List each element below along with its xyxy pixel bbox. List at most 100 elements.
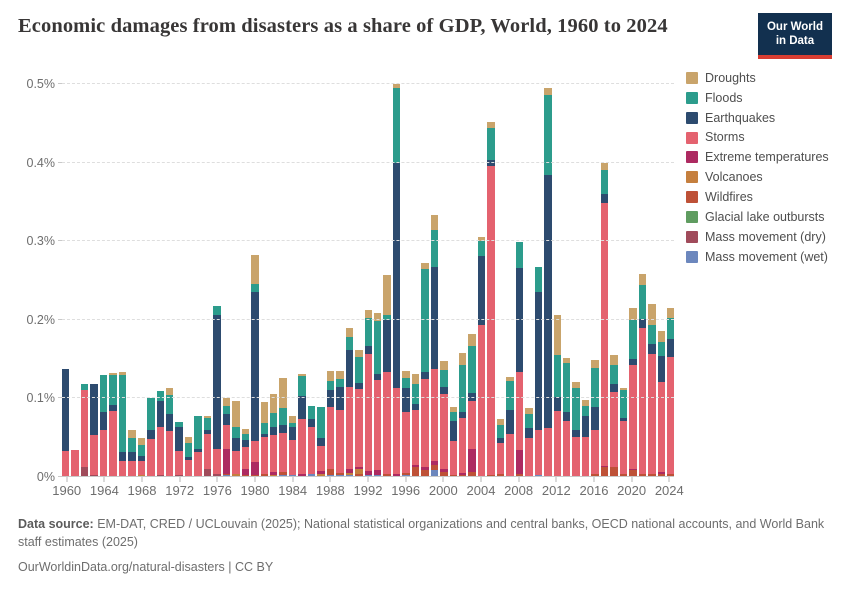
- bar-2007[interactable]: [506, 69, 514, 477]
- bar-1975[interactable]: [203, 69, 212, 477]
- bar-1960[interactable]: [62, 69, 70, 477]
- bar-1985[interactable]: [298, 69, 306, 477]
- legend-item-earthquakes[interactable]: Earthquakes: [686, 111, 832, 125]
- bar-1990[interactable]: [345, 69, 354, 477]
- bar-slot-2012: [553, 69, 562, 477]
- bar-slot-1988: [326, 69, 335, 477]
- segment-1977-floods: [222, 406, 231, 415]
- bar-1999[interactable]: [430, 69, 439, 477]
- bar-2024[interactable]: [667, 69, 675, 477]
- bar-2011[interactable]: [544, 69, 552, 477]
- x-tick-mark-1976: [216, 476, 218, 482]
- license-line[interactable]: OurWorldinData.org/natural-disasters | C…: [18, 560, 274, 574]
- bar-1984[interactable]: [288, 69, 297, 477]
- bar-1987[interactable]: [317, 69, 325, 477]
- legend-item-storms[interactable]: Storms: [686, 130, 832, 144]
- legend-item-wildfires[interactable]: Wildfires: [686, 190, 832, 204]
- bar-slot-1998: [421, 69, 429, 477]
- segment-2020-wildfires: [629, 470, 637, 477]
- segment-1965-storms: [109, 410, 117, 477]
- segment-2003-floods: [468, 345, 476, 393]
- bar-2009[interactable]: [525, 69, 533, 477]
- bar-2012[interactable]: [553, 69, 562, 477]
- bar-slot-1964: [99, 69, 108, 477]
- legend-item-mass-movement-dry-[interactable]: Mass movement (dry): [686, 230, 832, 244]
- bar-2019[interactable]: [619, 69, 628, 477]
- bar-1980[interactable]: [251, 69, 259, 477]
- legend-item-mass-movement-wet-[interactable]: Mass movement (wet): [686, 250, 832, 264]
- bar-2015[interactable]: [581, 69, 590, 477]
- bar-1966[interactable]: [118, 69, 127, 477]
- legend-item-extreme-temperatures[interactable]: Extreme temperatures: [686, 150, 832, 164]
- bar-1979[interactable]: [241, 69, 250, 477]
- bar-1998[interactable]: [421, 69, 429, 477]
- bar-1982[interactable]: [269, 69, 278, 477]
- bar-2023[interactable]: [657, 69, 665, 477]
- bar-2022[interactable]: [648, 69, 656, 477]
- segment-1981-droughts: [260, 402, 268, 424]
- bar-2018[interactable]: [610, 69, 618, 477]
- bar-1994[interactable]: [383, 69, 391, 477]
- bar-1991[interactable]: [355, 69, 363, 477]
- bar-1996[interactable]: [402, 69, 410, 477]
- segment-2016-floods: [591, 367, 599, 407]
- bar-1981[interactable]: [260, 69, 268, 477]
- segment-1982-extreme-temperatures: [269, 472, 278, 476]
- segment-1997-wildfires: [411, 467, 420, 477]
- bar-1978[interactable]: [232, 69, 240, 477]
- bar-1973[interactable]: [184, 69, 193, 477]
- bar-1989[interactable]: [336, 69, 344, 477]
- bar-1971[interactable]: [165, 69, 174, 477]
- bar-slot-2007: [506, 69, 514, 477]
- bar-1967[interactable]: [128, 69, 136, 477]
- bar-2021[interactable]: [638, 69, 647, 477]
- bar-2006[interactable]: [496, 69, 505, 477]
- bar-1992[interactable]: [364, 69, 372, 477]
- bar-1974[interactable]: [194, 69, 202, 477]
- bar-1993[interactable]: [373, 69, 382, 477]
- bar-1964[interactable]: [99, 69, 108, 477]
- bar-1962[interactable]: [80, 69, 89, 477]
- bar-1961[interactable]: [71, 69, 79, 477]
- bar-1970[interactable]: [156, 69, 164, 477]
- segment-2014-droughts: [572, 381, 580, 389]
- segment-2018-earthquakes: [610, 384, 618, 393]
- bar-2008[interactable]: [515, 69, 524, 477]
- bar-2020[interactable]: [629, 69, 637, 477]
- bar-2004[interactable]: [477, 69, 486, 477]
- bar-2014[interactable]: [572, 69, 580, 477]
- bar-2000[interactable]: [440, 69, 448, 477]
- bar-1997[interactable]: [411, 69, 420, 477]
- segment-2024-earthquakes: [667, 339, 675, 357]
- bar-2017[interactable]: [600, 69, 609, 477]
- bar-slot-1971: [165, 69, 174, 477]
- bar-2001[interactable]: [449, 69, 458, 477]
- legend-item-glacial-lake-outbursts[interactable]: Glacial lake outbursts: [686, 210, 832, 224]
- bar-2003[interactable]: [468, 69, 476, 477]
- legend-item-floods[interactable]: Floods: [686, 91, 832, 105]
- segment-2021-earthquakes: [638, 319, 647, 329]
- bar-1983[interactable]: [279, 69, 287, 477]
- bar-1976[interactable]: [213, 69, 221, 477]
- bar-1969[interactable]: [147, 69, 155, 477]
- bar-1977[interactable]: [222, 69, 231, 477]
- legend-item-droughts[interactable]: Droughts: [686, 71, 832, 85]
- bar-2002[interactable]: [459, 69, 467, 477]
- bar-1995[interactable]: [392, 69, 401, 477]
- bar-2016[interactable]: [591, 69, 599, 477]
- segment-2000-earthquakes: [440, 386, 448, 395]
- bar-1968[interactable]: [137, 69, 146, 477]
- segment-1972-floods: [175, 421, 183, 427]
- segment-2005-floods: [487, 127, 495, 160]
- bar-2010[interactable]: [534, 69, 543, 477]
- bar-1965[interactable]: [109, 69, 117, 477]
- bar-1963[interactable]: [90, 69, 98, 477]
- bar-2013[interactable]: [563, 69, 571, 477]
- bar-2005[interactable]: [487, 69, 495, 477]
- bar-1988[interactable]: [326, 69, 335, 477]
- bar-1986[interactable]: [307, 69, 316, 477]
- legend-item-volcanoes[interactable]: Volcanoes: [686, 170, 832, 184]
- segment-1977-droughts: [222, 398, 231, 407]
- segment-1989-storms: [336, 410, 344, 473]
- bar-1972[interactable]: [175, 69, 183, 477]
